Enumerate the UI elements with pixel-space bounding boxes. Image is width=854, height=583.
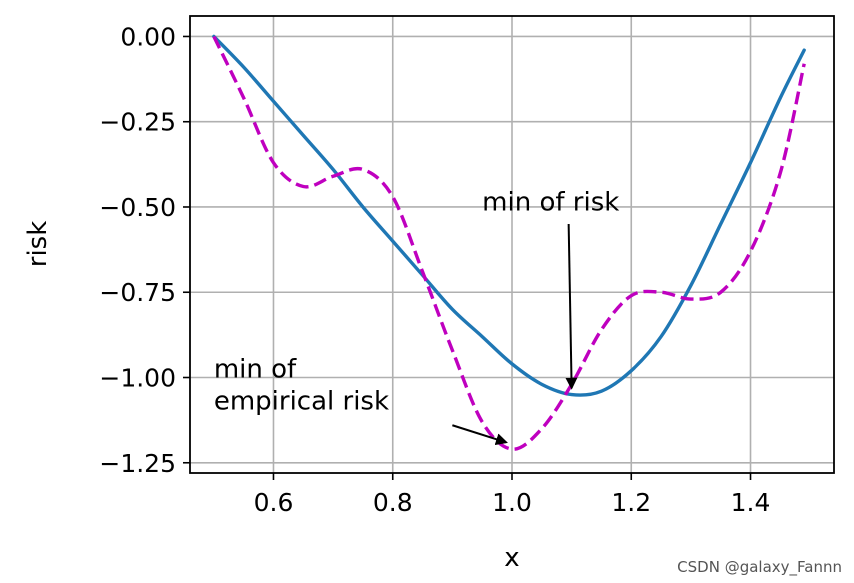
y-tick-label: −0.50 [99,193,176,222]
y-tick-label: 0.00 [120,22,176,51]
x-tick-label: 1.4 [731,488,771,517]
annotation-line: min of risk [482,187,619,217]
x-axis-ticks: 0.6 0.8 1.0 1.2 1.4 [254,473,771,517]
risk-line [212,34,806,397]
grid [190,16,834,473]
plot-series [212,34,806,451]
x-tick-label: 0.8 [373,488,413,517]
y-axis-ticks: 0.00 −0.25 −0.50 −0.75 −1.00 −1.25 [99,22,190,478]
x-tick-label: 1.0 [492,488,532,517]
x-tick-label: 1.2 [611,488,651,517]
x-tick-label: 0.6 [254,488,294,517]
watermark: CSDN @galaxy_Fannn [677,558,842,577]
annotation-line: empirical risk [214,387,389,417]
x-axis-label: x [504,543,519,573]
annotation-min-empirical-risk: min of empirical risk [214,355,389,417]
annotation-min-risk: min of risk [482,187,619,217]
annotation-arrow [565,224,578,390]
empirical-risk-line [212,35,806,451]
annotations: min of risk min of empirical risk [214,187,619,445]
y-tick-label: −0.75 [99,278,176,307]
annotation-arrow [452,424,508,445]
y-tick-label: −1.25 [99,449,176,478]
y-axis-label: risk [23,221,53,268]
y-tick-label: −0.25 [99,108,176,137]
y-tick-label: −1.00 [99,364,176,393]
annotation-line: min of [214,355,297,385]
